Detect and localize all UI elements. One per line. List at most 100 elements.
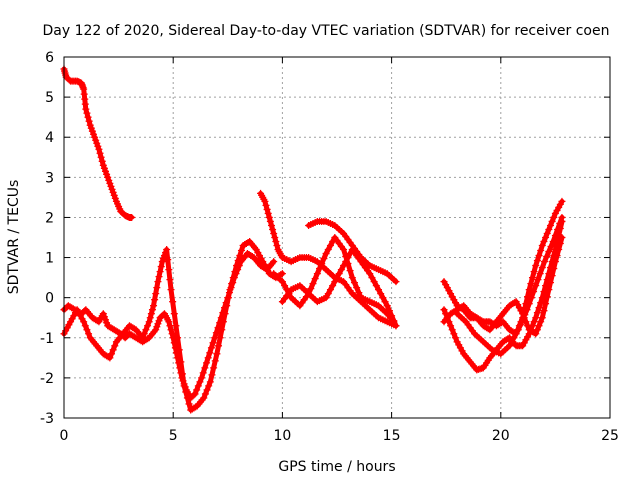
data-point-marker xyxy=(193,386,201,394)
data-point-marker xyxy=(76,312,84,320)
x-tick-label: 5 xyxy=(169,428,178,444)
x-tick-label: 0 xyxy=(60,428,69,444)
data-point-marker xyxy=(525,286,533,294)
data-point-marker xyxy=(340,246,348,254)
data-point-marker xyxy=(107,182,115,190)
data-point-marker xyxy=(536,270,544,278)
data-point-marker xyxy=(370,278,378,286)
data-point-marker xyxy=(105,176,113,184)
data-point-marker xyxy=(110,191,118,199)
data-point-marker xyxy=(533,309,541,317)
data-point-marker xyxy=(546,279,554,287)
data-point-marker xyxy=(532,314,540,322)
data-point-marker xyxy=(346,267,354,275)
data-point-marker xyxy=(392,278,400,286)
data-point-marker xyxy=(322,294,330,302)
data-point-marker xyxy=(551,258,559,266)
data-point-marker xyxy=(285,290,293,298)
data-point-marker xyxy=(151,296,159,304)
data-point-marker xyxy=(322,250,330,258)
data-point-marker xyxy=(523,306,531,314)
y-tick-label: 3 xyxy=(45,170,54,186)
data-point-marker xyxy=(96,149,104,157)
data-point-marker xyxy=(252,246,260,254)
data-point-marker xyxy=(451,299,459,307)
y-tick-label: 1 xyxy=(45,251,54,267)
data-point-marker xyxy=(281,282,289,290)
data-point-marker xyxy=(174,334,182,342)
data-point-marker xyxy=(95,145,103,153)
data-point-marker xyxy=(236,252,244,260)
data-point-marker xyxy=(233,262,241,270)
data-point-marker xyxy=(178,370,186,378)
data-point-marker xyxy=(201,364,209,372)
data-point-marker xyxy=(177,358,185,366)
data-point-marker xyxy=(156,268,164,276)
data-point-marker xyxy=(504,335,512,343)
data-point-marker xyxy=(73,306,81,314)
data-point-marker xyxy=(535,322,543,330)
data-point-marker xyxy=(538,264,546,272)
data-point-marker xyxy=(231,268,239,276)
data-point-marker xyxy=(224,294,232,302)
data-point-marker xyxy=(153,323,161,331)
data-point-marker xyxy=(450,330,458,338)
data-point-marker xyxy=(530,329,538,337)
data-point-marker xyxy=(530,288,538,296)
data-point-marker xyxy=(203,386,211,394)
data-point-marker xyxy=(270,258,278,266)
data-point-marker xyxy=(94,142,102,150)
data-point-marker xyxy=(553,252,561,260)
data-point-marker xyxy=(206,349,214,357)
data-point-marker xyxy=(342,253,350,261)
data-point-marker xyxy=(453,338,461,346)
data-point-marker xyxy=(355,289,363,297)
data-point-marker xyxy=(78,315,86,323)
data-point-marker xyxy=(547,243,555,251)
data-point-marker xyxy=(166,322,174,330)
data-point-marker xyxy=(514,301,522,309)
data-point-marker xyxy=(223,302,231,310)
data-point-marker xyxy=(165,318,173,326)
data-point-marker xyxy=(261,197,269,205)
data-point-marker xyxy=(348,274,356,282)
data-point-marker xyxy=(215,342,223,350)
data-point-marker xyxy=(524,333,532,341)
data-point-marker xyxy=(255,252,263,260)
y-tick-label: -1 xyxy=(40,331,54,347)
data-point-marker xyxy=(366,270,374,278)
series-arc-k xyxy=(453,213,566,358)
data-point-marker xyxy=(519,316,527,324)
data-point-marker xyxy=(329,238,337,246)
data-point-marker xyxy=(311,275,319,283)
data-point-marker xyxy=(86,121,94,129)
data-point-marker xyxy=(106,179,114,187)
data-point-marker xyxy=(216,334,224,342)
data-point-marker xyxy=(542,234,550,241)
data-point-marker xyxy=(164,256,172,264)
data-point-marker xyxy=(111,194,119,202)
y-tick-label: 5 xyxy=(45,90,54,106)
data-point-marker xyxy=(324,246,332,254)
data-point-marker xyxy=(550,265,558,273)
data-point-marker xyxy=(101,316,109,324)
data-point-marker xyxy=(140,330,148,338)
data-point-marker xyxy=(104,353,112,361)
data-point-marker xyxy=(519,342,527,350)
data-point-marker xyxy=(75,309,83,317)
data-point-marker xyxy=(259,258,267,266)
data-point-marker xyxy=(273,242,281,250)
data-point-marker xyxy=(283,286,291,294)
data-point-marker xyxy=(228,280,236,288)
data-point-marker xyxy=(109,346,117,354)
data-point-marker xyxy=(510,334,518,342)
data-point-marker xyxy=(148,306,156,314)
data-point-marker xyxy=(558,213,566,221)
data-point-marker xyxy=(448,293,456,301)
data-point-marker xyxy=(549,238,557,246)
x-tick-label: 10 xyxy=(273,428,291,444)
x-tick-label: 20 xyxy=(492,428,510,444)
data-point-marker xyxy=(554,225,562,233)
data-point-marker xyxy=(244,239,252,247)
series-arc-f xyxy=(270,234,398,326)
